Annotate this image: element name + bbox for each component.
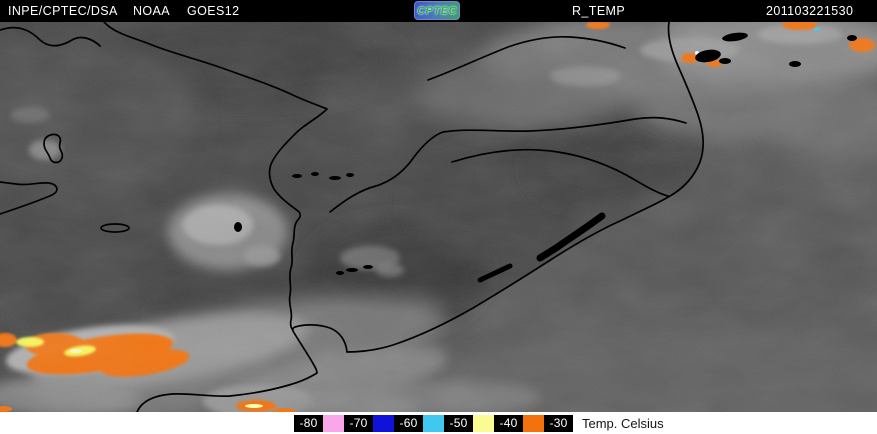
legend-title: Temp. Celsius — [582, 415, 664, 431]
legend-swatch — [523, 414, 544, 432]
lake-outline — [43, 133, 64, 164]
legend-swatch — [373, 414, 394, 432]
lagoons-and-specks — [234, 32, 857, 283]
legend-label: -50 — [444, 414, 473, 432]
state-border-pr — [427, 36, 626, 81]
satellite-image-canvas — [0, 6, 877, 434]
legend-swatch — [323, 414, 344, 432]
product-label: R_TEMP — [572, 4, 626, 18]
satellite-image — [0, 6, 877, 434]
timestamp-label: 201103221530 — [766, 4, 854, 18]
state-border-rs — [329, 116, 687, 213]
legend-items: -80 -70 -60 -50 -40 -30 — [294, 414, 573, 432]
coastline — [136, 21, 705, 413]
border-lines — [0, 21, 705, 413]
legend-label: -40 — [494, 414, 523, 432]
lagoa-mirim — [477, 263, 513, 283]
legend-label: -80 — [294, 414, 323, 432]
parana-river-border — [103, 21, 328, 212]
legend-label: -30 — [544, 414, 573, 432]
legend-swatch — [423, 414, 444, 432]
lagoa-dos-patos — [536, 212, 606, 262]
uruguay-river-border — [288, 210, 302, 331]
satellite-label: GOES12 — [187, 4, 240, 18]
image-grain — [0, 22, 877, 412]
legend-label: -60 — [394, 414, 423, 432]
agency-label: INPE/CPTEC/DSA — [8, 4, 118, 18]
cptec-logo-text: CPTEC — [417, 4, 457, 17]
cptec-logo: CPTEC — [414, 1, 460, 20]
footer-bar: -80 -70 -60 -50 -40 -30 Temp. Celsius — [0, 412, 877, 434]
legend-swatch — [473, 414, 494, 432]
temperature-legend: -80 -70 -60 -50 -40 -30 Temp. Celsius — [294, 412, 664, 434]
header-bar: INPE/CPTEC/DSA NOAA GOES12 CPTEC R_TEMP … — [0, 0, 877, 22]
state-border-sc — [451, 148, 669, 197]
network-label: NOAA — [133, 4, 171, 18]
legend-label: -70 — [344, 414, 373, 432]
